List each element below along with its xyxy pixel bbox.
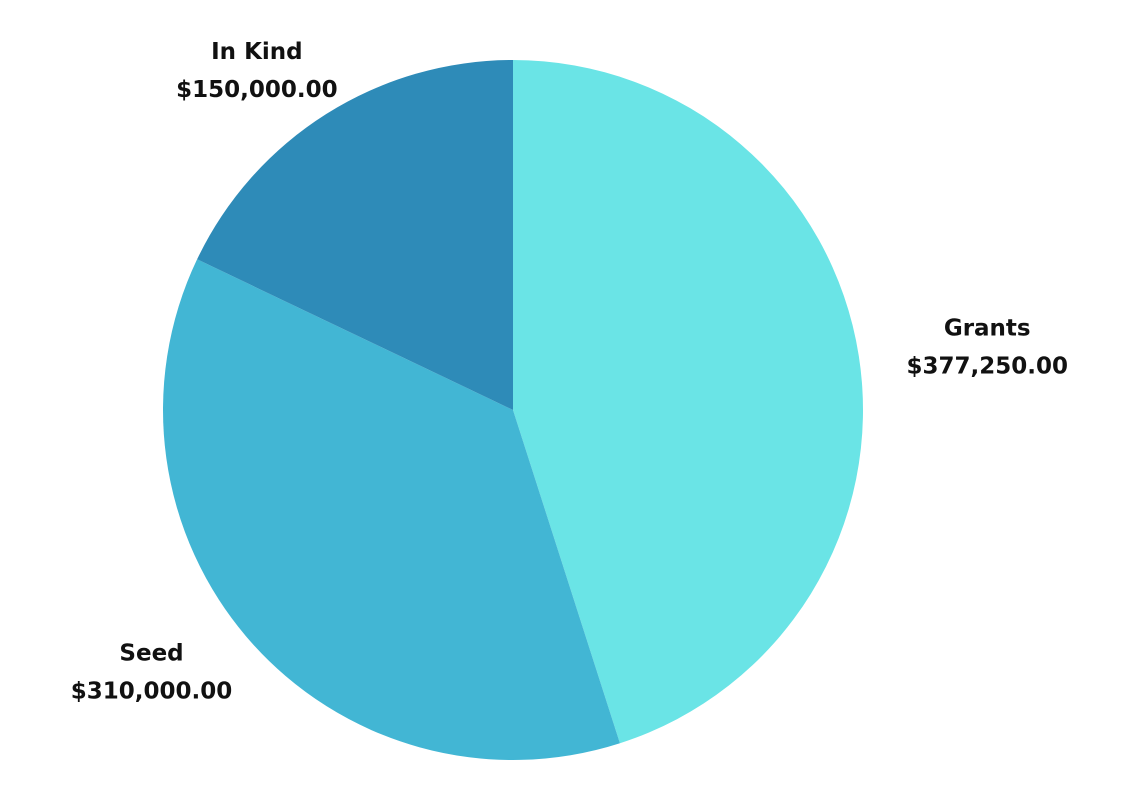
slice-label: Grants [944,316,1031,342]
slice-label: Seed [119,641,183,667]
pie-slice [513,60,864,744]
slice-value-label: $150,000.00 [176,77,338,103]
slice-label: In Kind [211,39,302,65]
slice-value-label: $377,250.00 [906,354,1068,380]
pie-slice [197,60,513,410]
pie-slice [162,259,620,760]
slice-value-label: $310,000.00 [71,679,233,705]
